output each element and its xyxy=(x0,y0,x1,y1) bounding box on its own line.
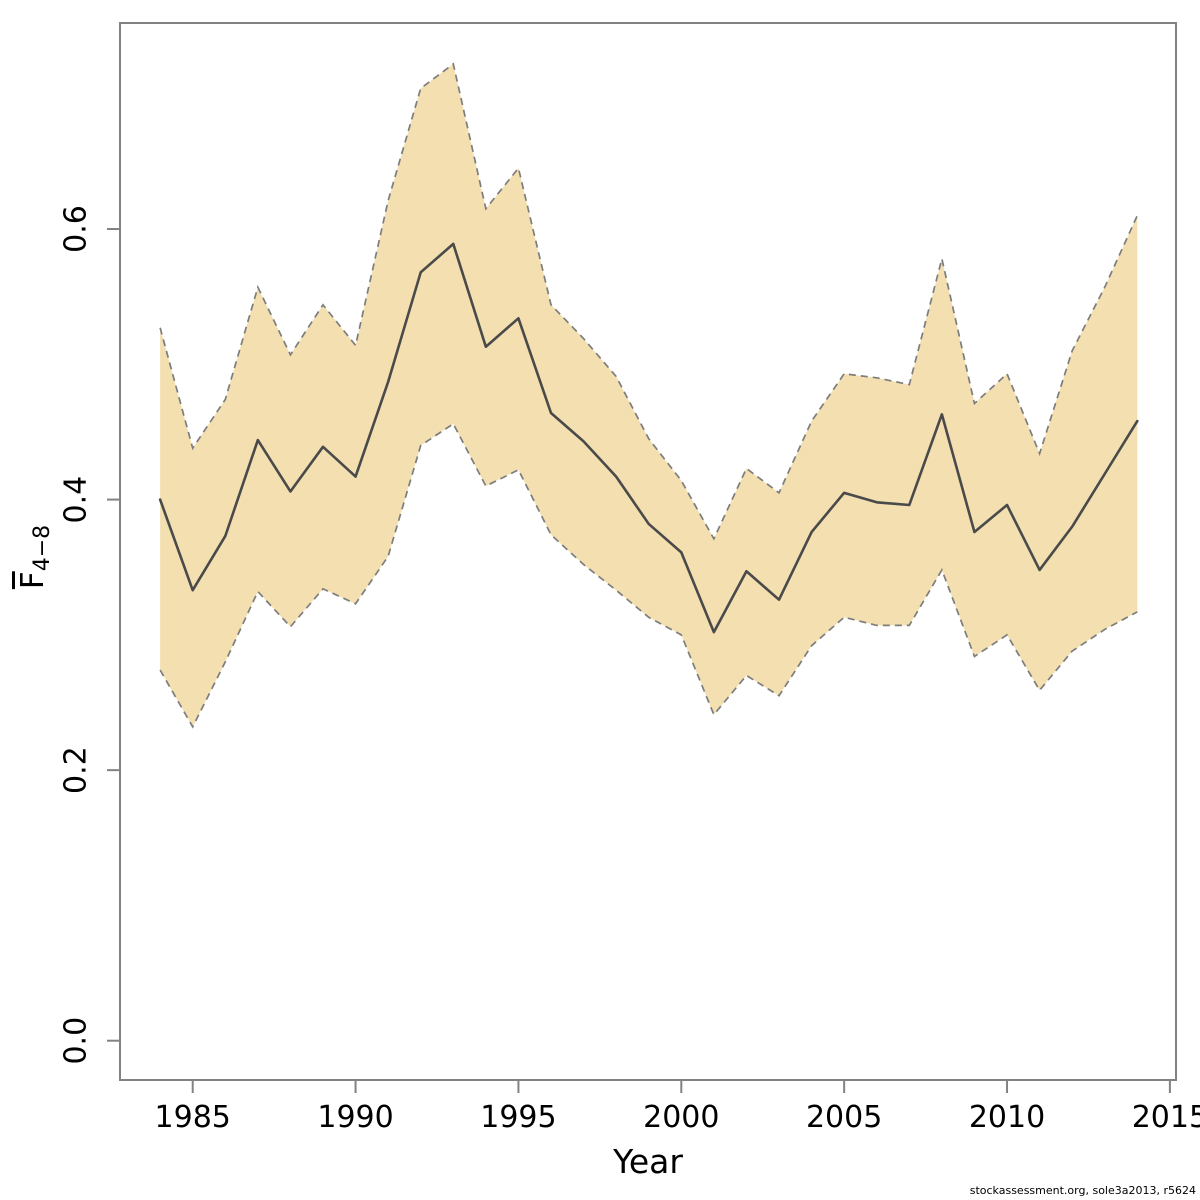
y-axis-title-symbol: F xyxy=(15,571,51,590)
footer-attribution: stockassessment.org, sole3a2013, r5624 xyxy=(969,1184,1196,1197)
x-axis-title: Year xyxy=(613,1142,683,1181)
x-tick-label: 2005 xyxy=(806,1100,882,1135)
y-axis-title-subscript: 4−8 xyxy=(30,524,55,572)
ci-upper-line xyxy=(159,62,1139,541)
y-tick-label: 0.6 xyxy=(59,205,94,253)
x-tick-label: 2015 xyxy=(1132,1100,1200,1135)
estimate-line xyxy=(158,242,1139,634)
x-tick-label: 2000 xyxy=(643,1100,719,1135)
plot-box xyxy=(119,22,1177,1081)
x-tick-label: 2010 xyxy=(969,1100,1045,1135)
confidence-band xyxy=(160,63,1138,727)
y-tick-label: 0.4 xyxy=(59,476,94,524)
ci-lower-line xyxy=(159,422,1138,729)
x-tick-label: 1985 xyxy=(155,1100,231,1135)
y-axis-title: F4−8 xyxy=(15,525,55,590)
y-tick-label: 0.2 xyxy=(59,746,94,794)
y-tick-label: 0.0 xyxy=(59,1017,94,1065)
x-tick-label: 1995 xyxy=(480,1100,556,1135)
x-tick-label: 1990 xyxy=(317,1100,393,1135)
